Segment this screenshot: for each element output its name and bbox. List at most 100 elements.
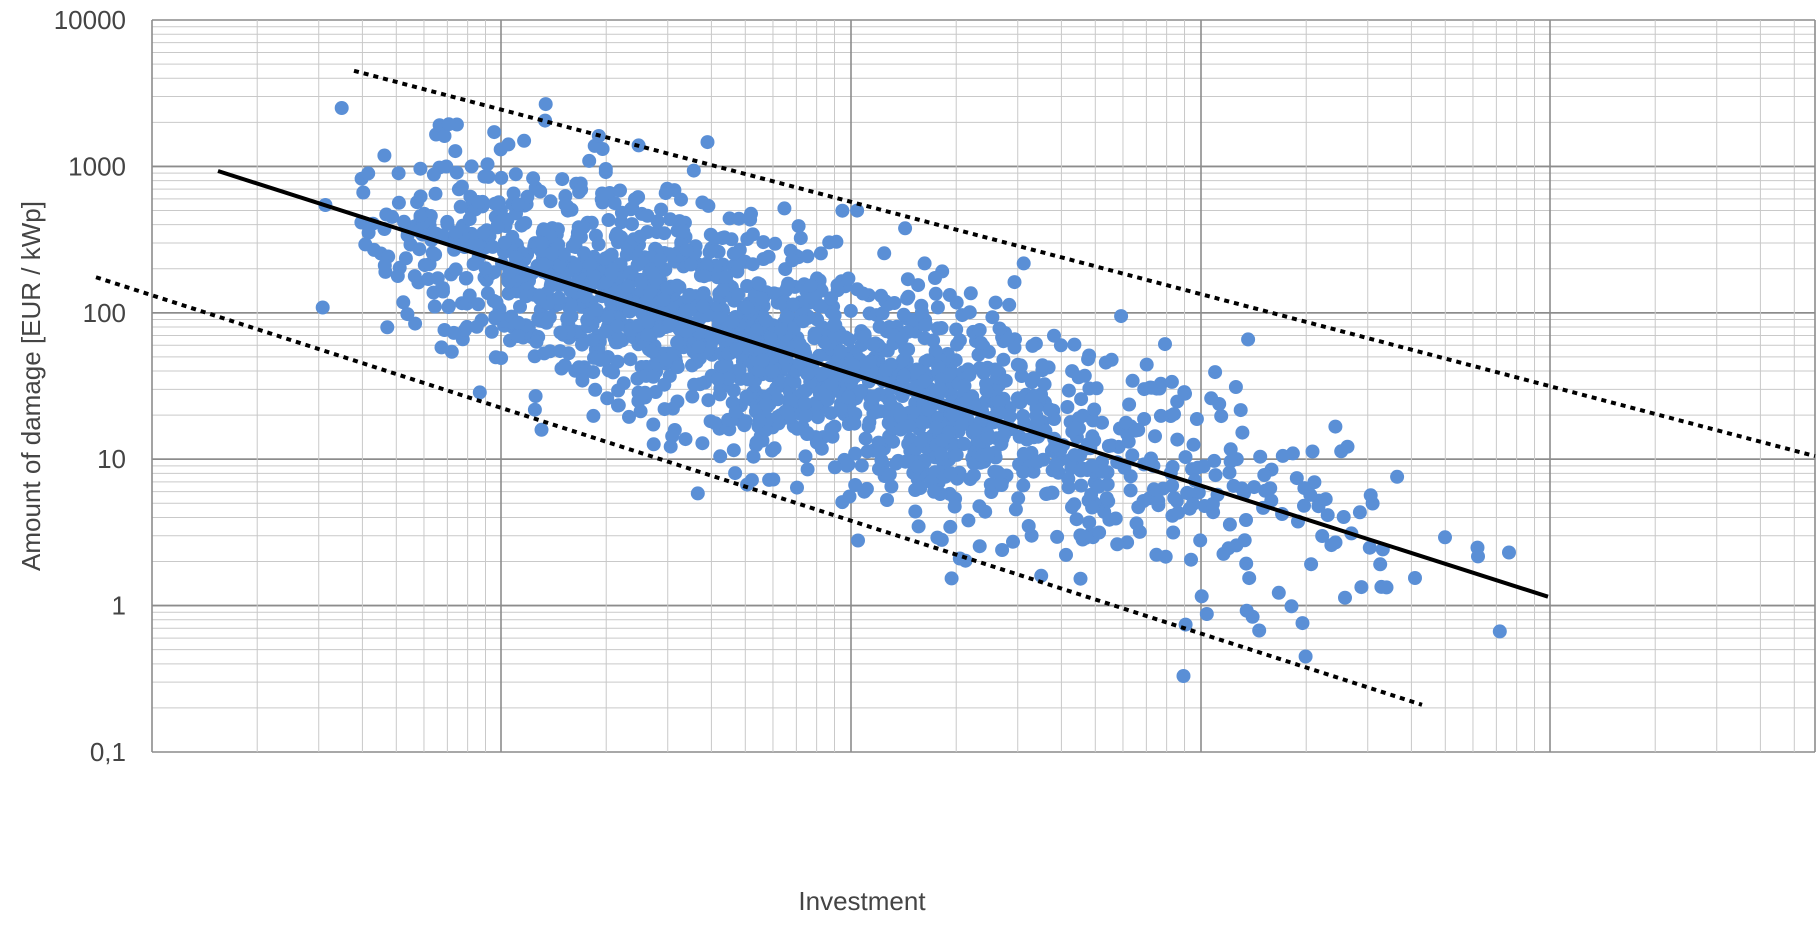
data-point (949, 322, 964, 337)
data-point (935, 433, 950, 448)
data-point (1336, 510, 1351, 524)
data-point (861, 419, 876, 434)
data-point (884, 479, 899, 494)
data-point (833, 344, 848, 359)
data-point (835, 495, 850, 510)
data-point (441, 117, 456, 132)
data-point (638, 385, 652, 400)
data-point (1073, 571, 1088, 586)
data-point (1297, 481, 1312, 496)
data-point (1502, 545, 1516, 560)
data-point (621, 279, 636, 294)
data-point (598, 324, 613, 339)
data-point (826, 318, 841, 333)
data-point (814, 299, 829, 314)
data-point (1379, 580, 1394, 595)
data-point (1026, 371, 1041, 386)
data-point (775, 296, 789, 311)
y-tick-label: 10 (97, 444, 126, 474)
data-point (385, 209, 400, 224)
data-point (947, 499, 962, 514)
data-point (1352, 505, 1367, 520)
data-point (813, 246, 828, 261)
data-point (687, 377, 702, 392)
data-point (1030, 455, 1045, 470)
data-point (713, 387, 727, 402)
data-point (640, 315, 655, 330)
data-point (640, 208, 655, 223)
data-point (697, 269, 712, 284)
data-point (502, 264, 517, 279)
data-point (485, 239, 500, 254)
data-point (1320, 508, 1335, 523)
data-point (1315, 529, 1330, 543)
data-point (1146, 482, 1161, 497)
data-point (824, 422, 839, 437)
data-point (1010, 391, 1025, 406)
data-point (1208, 365, 1223, 380)
data-point (1222, 517, 1237, 532)
data-point (829, 234, 844, 249)
data-point (958, 395, 973, 410)
data-point (740, 300, 755, 315)
data-point (913, 434, 928, 449)
data-point (729, 342, 743, 357)
data-point (840, 458, 854, 473)
data-point (657, 226, 672, 241)
data-point (606, 365, 621, 380)
data-point (1068, 421, 1083, 436)
data-point (870, 404, 884, 419)
data-point (731, 211, 746, 226)
data-point (1073, 463, 1088, 478)
data-point (780, 404, 795, 419)
data-point (1171, 505, 1186, 520)
data-point (644, 344, 659, 359)
data-point (719, 269, 734, 284)
data-point (408, 316, 423, 331)
data-point (1178, 386, 1192, 401)
data-point (497, 235, 512, 250)
data-point (728, 466, 743, 481)
data-point (824, 291, 839, 306)
data-point (1002, 297, 1017, 312)
data-point (458, 271, 473, 286)
data-point (532, 291, 547, 306)
data-point (1235, 425, 1250, 440)
data-point (1275, 448, 1290, 463)
data-point (858, 431, 873, 446)
data-point (1104, 352, 1119, 367)
data-point (921, 402, 935, 417)
data-point (1234, 481, 1249, 496)
data-point (1373, 557, 1388, 572)
data-point (1019, 432, 1034, 447)
data-point (792, 336, 807, 351)
data-point (646, 369, 661, 384)
data-point (913, 481, 928, 496)
data-point (1362, 540, 1377, 555)
data-point (696, 299, 710, 314)
data-point (855, 286, 870, 301)
data-point (537, 257, 552, 272)
data-point (1253, 449, 1268, 464)
data-point (882, 467, 897, 482)
data-point (568, 235, 583, 250)
data-point (787, 375, 802, 390)
data-point (708, 416, 723, 431)
data-point (1010, 357, 1025, 372)
data-point (1223, 442, 1238, 457)
data-point (494, 170, 509, 185)
data-point (533, 184, 548, 199)
data-point (872, 319, 887, 334)
data-point (1239, 603, 1254, 618)
data-point (1247, 480, 1262, 495)
data-point (358, 237, 373, 252)
data-point (1190, 460, 1205, 475)
data-point (529, 334, 544, 349)
data-point (943, 466, 958, 481)
data-point (586, 365, 601, 380)
data-point (737, 418, 752, 433)
data-point (744, 473, 759, 488)
data-point (670, 335, 685, 350)
data-point (1011, 491, 1026, 506)
data-point (896, 307, 911, 322)
